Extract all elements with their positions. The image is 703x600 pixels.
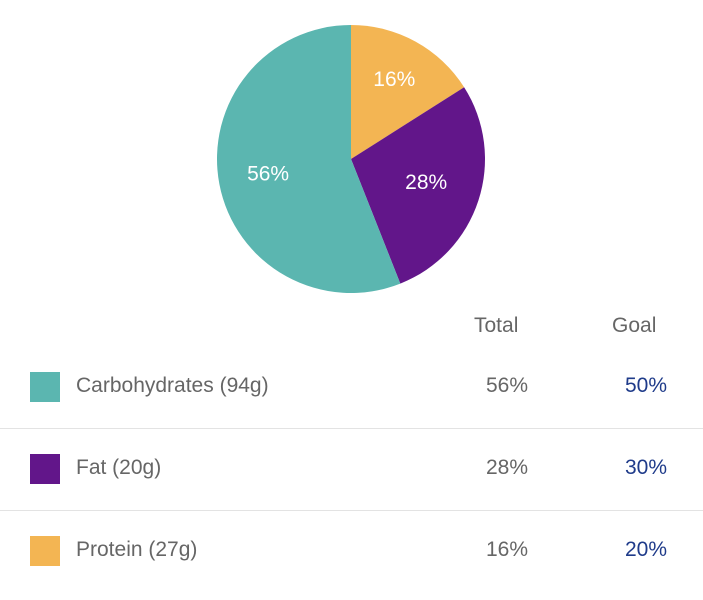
protein-label: Protein (27g) [76,538,198,561]
macros-pie-chart: 16% 28% 56% [217,24,485,294]
protein-total: 16% [486,538,529,561]
fat-label: Fat (20g) [76,456,162,479]
carbohydrates-total: 56% [486,374,529,397]
protein-goal: 20% [625,538,668,561]
goal-column-header: Goal [612,314,657,337]
macro-row-fat[interactable]: Fat (20g) 28% 30% [0,428,703,511]
carbohydrates-color-swatch [30,372,60,402]
carbohydrates-label: Carbohydrates (94g) [76,374,269,397]
pie-slice [351,25,465,159]
fat-total: 28% [486,456,529,479]
protein-color-swatch [30,536,60,566]
pie-slice-label: 56% [247,162,289,185]
pie-slice [351,87,485,284]
pie-slice-label: 16% [373,68,415,91]
total-column-header: Total [474,314,519,337]
pie-slice [217,24,401,294]
macro-row-protein[interactable]: Protein (27g) 16% 20% [0,510,703,592]
pie-slice-label: 28% [405,171,447,194]
fat-goal: 30% [625,456,668,479]
carbohydrates-goal: 50% [625,374,668,397]
macro-row-carbohydrates[interactable]: Carbohydrates (94g) 56% 50% [0,346,703,429]
fat-color-swatch [30,454,60,484]
